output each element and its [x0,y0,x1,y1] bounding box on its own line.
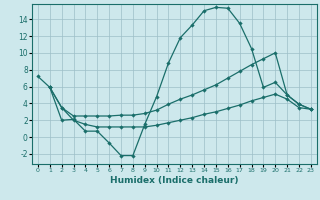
X-axis label: Humidex (Indice chaleur): Humidex (Indice chaleur) [110,176,239,185]
